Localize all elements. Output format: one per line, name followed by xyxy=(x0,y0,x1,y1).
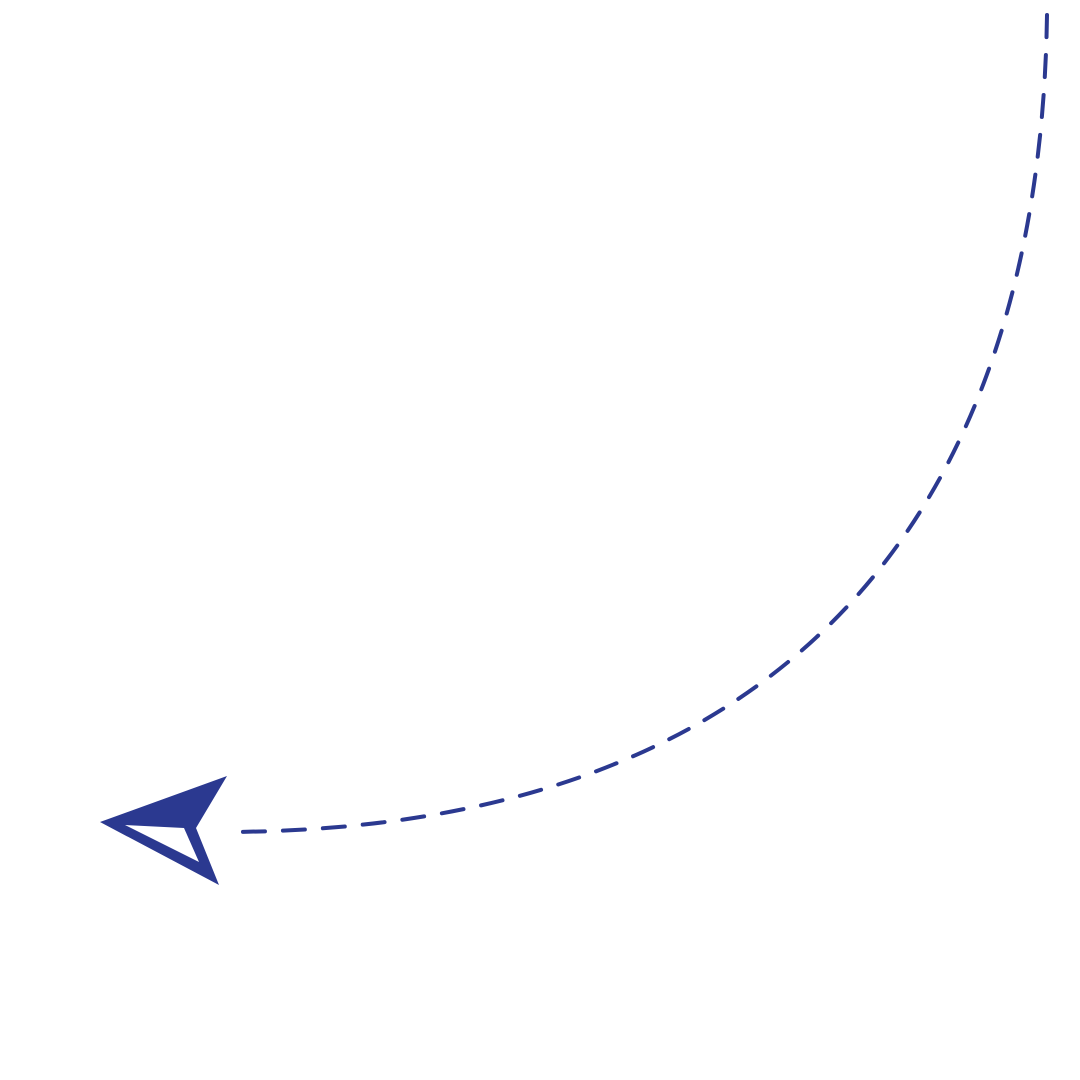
arrowhead xyxy=(100,776,227,885)
dashed-curve xyxy=(223,13,1049,834)
arrowhead-hollow xyxy=(125,825,199,862)
